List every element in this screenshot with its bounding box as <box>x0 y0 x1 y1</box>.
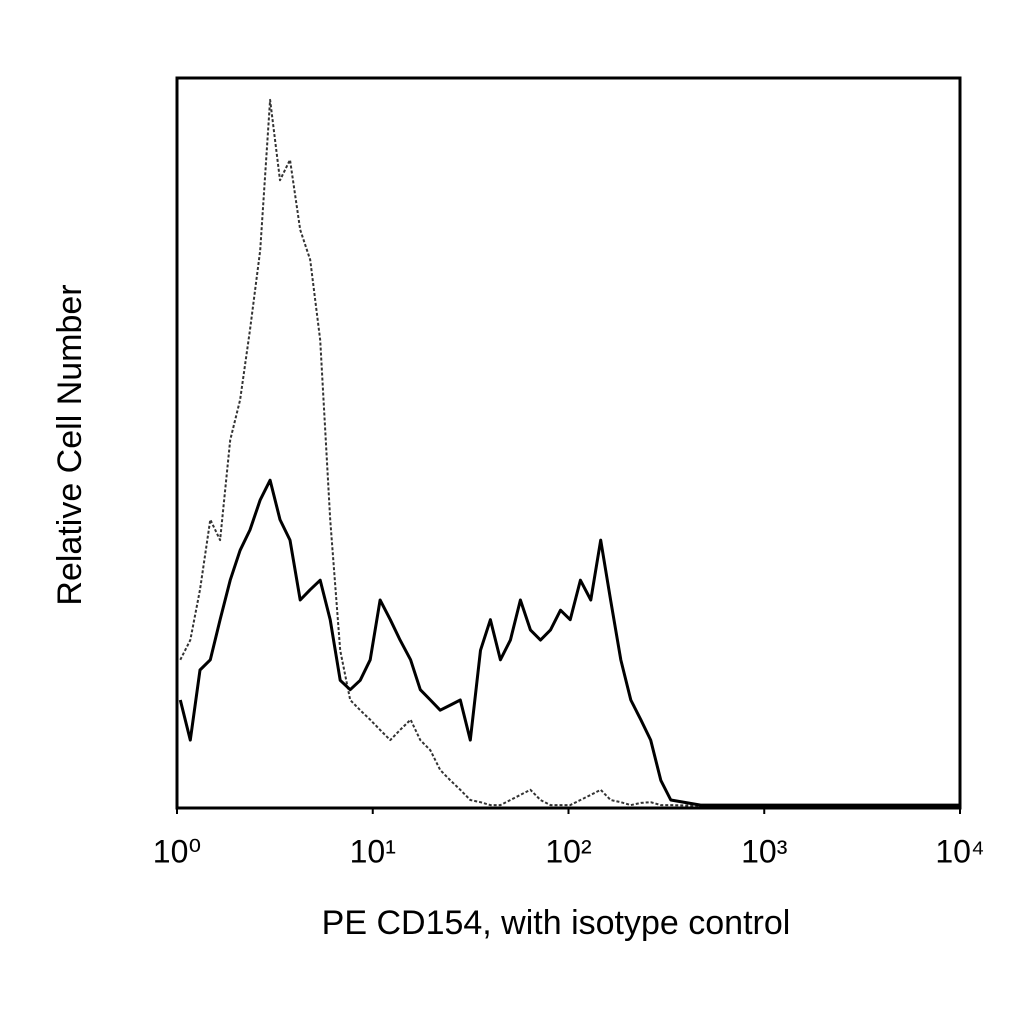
x-tick-label: 10⁴ <box>935 833 984 869</box>
histogram-line <box>178 478 960 807</box>
x-tick-label: 10³ <box>741 833 788 869</box>
x-tick-label: 10⁰ <box>153 833 201 869</box>
y-axis-label: Relative Cell Number <box>51 284 89 605</box>
x-tick-label: 10² <box>545 833 592 869</box>
plot-frame <box>175 76 962 810</box>
x-axis-label: PE CD154, with isotype control <box>322 904 791 942</box>
histogram-line <box>179 98 960 807</box>
x-tick-label: 10¹ <box>350 833 396 869</box>
